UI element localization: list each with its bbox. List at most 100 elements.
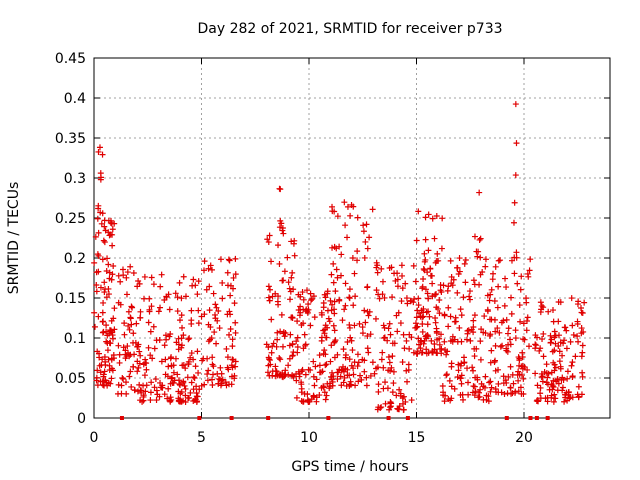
data-point xyxy=(309,296,316,303)
data-point xyxy=(563,327,570,334)
data-point xyxy=(375,381,382,388)
data-point xyxy=(100,318,107,325)
data-point xyxy=(288,314,295,321)
data-point xyxy=(340,379,347,386)
data-point xyxy=(489,276,496,283)
data-point xyxy=(304,397,311,404)
data-point xyxy=(491,358,498,365)
data-point xyxy=(465,327,472,334)
data-point xyxy=(219,376,226,383)
data-point xyxy=(385,354,392,361)
data-point xyxy=(458,312,465,319)
data-point xyxy=(230,274,237,281)
data-point xyxy=(300,398,307,405)
data-point xyxy=(342,354,349,361)
data-point xyxy=(294,343,301,350)
data-point xyxy=(120,375,127,382)
data-point xyxy=(447,257,454,264)
data-point xyxy=(405,361,412,368)
data-point xyxy=(544,398,551,405)
data-point xyxy=(280,329,287,336)
data-point xyxy=(161,391,168,398)
data-point xyxy=(346,356,353,363)
data-point xyxy=(150,323,157,330)
data-point xyxy=(175,377,182,384)
data-point xyxy=(475,394,482,401)
data-point xyxy=(450,276,457,283)
data-point xyxy=(540,330,547,337)
data-point xyxy=(407,298,414,305)
data-point xyxy=(209,361,216,368)
data-point xyxy=(228,381,235,388)
data-point xyxy=(105,285,112,292)
data-point xyxy=(281,333,288,340)
data-point xyxy=(487,378,494,385)
data-point xyxy=(574,318,581,325)
data-point xyxy=(474,376,481,383)
data-point xyxy=(441,338,448,345)
data-point xyxy=(452,314,459,321)
data-point xyxy=(111,305,118,312)
data-point xyxy=(103,338,110,345)
data-point xyxy=(134,368,141,375)
data-point xyxy=(545,308,552,315)
data-point xyxy=(131,351,138,358)
data-point xyxy=(320,327,327,334)
data-point xyxy=(487,388,494,395)
data-point xyxy=(284,254,291,261)
data-point xyxy=(154,391,161,398)
data-point xyxy=(334,274,341,281)
data-point xyxy=(346,321,353,328)
data-point xyxy=(177,390,184,397)
data-point xyxy=(97,378,104,385)
data-point xyxy=(344,234,351,241)
data-point xyxy=(336,366,343,373)
data-point xyxy=(116,359,123,366)
data-point xyxy=(95,205,102,212)
data-point xyxy=(518,372,525,379)
data-point xyxy=(93,269,100,276)
data-point xyxy=(460,354,467,361)
data-point xyxy=(143,360,150,367)
data-point xyxy=(359,324,366,331)
data-point xyxy=(404,378,411,385)
data-point xyxy=(321,347,328,354)
data-point xyxy=(581,299,588,306)
data-point xyxy=(394,283,401,290)
data-point xyxy=(320,384,327,391)
data-point xyxy=(425,247,432,254)
data-point xyxy=(94,367,101,374)
data-point xyxy=(130,270,137,277)
data-point xyxy=(115,342,122,349)
data-point xyxy=(168,375,175,382)
data-point xyxy=(477,254,484,261)
data-point xyxy=(116,351,123,358)
data-point xyxy=(378,265,385,272)
data-point xyxy=(128,321,135,328)
data-point xyxy=(512,389,519,396)
plot-frame xyxy=(93,57,611,419)
data-point xyxy=(196,386,203,393)
data-point xyxy=(507,341,514,348)
data-point xyxy=(269,368,276,375)
data-point xyxy=(425,211,432,218)
data-point xyxy=(366,234,373,241)
data-point xyxy=(420,340,427,347)
data-point xyxy=(277,356,284,363)
data-point xyxy=(420,276,427,283)
data-point xyxy=(399,272,406,279)
data-point xyxy=(190,374,197,381)
y-tick-label: 0.05 xyxy=(55,371,86,387)
data-point xyxy=(513,140,520,147)
data-point xyxy=(471,383,478,390)
data-point xyxy=(168,396,175,403)
data-point xyxy=(567,338,574,345)
data-point xyxy=(464,327,471,334)
data-point xyxy=(515,377,522,384)
data-point xyxy=(224,311,231,318)
y-tick-label: 0.35 xyxy=(55,131,86,147)
data-point xyxy=(182,385,189,392)
data-point xyxy=(115,272,122,279)
data-point xyxy=(341,306,348,313)
data-point xyxy=(342,302,349,309)
